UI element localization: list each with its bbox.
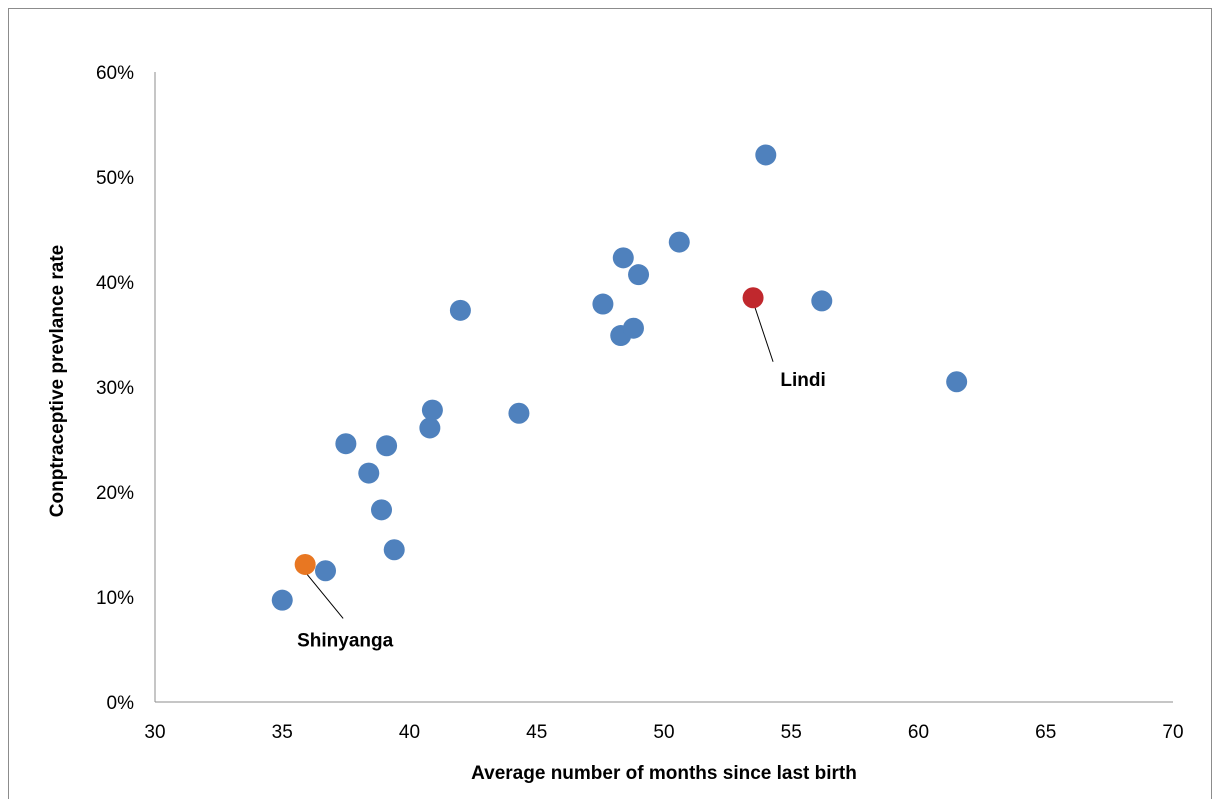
- x-tick-label: 60: [908, 722, 929, 743]
- y-tick-label: 60%: [96, 63, 134, 84]
- data-point: [622, 317, 644, 339]
- data-point: [628, 264, 650, 286]
- data-point: [419, 417, 441, 439]
- data-point: [508, 402, 530, 424]
- y-tick-labels: 0% 10% 20% 30% 40% 50% 60%: [96, 63, 134, 714]
- data-point: [421, 399, 443, 421]
- highlighted-point: [742, 287, 764, 309]
- x-tick-label: 45: [526, 722, 547, 743]
- y-tick-label: 30%: [96, 378, 134, 399]
- callout-labels: Shinyanga Lindi: [297, 370, 826, 652]
- data-point: [383, 539, 405, 561]
- chart-frame: [8, 8, 1212, 799]
- data-point: [376, 435, 398, 457]
- callout-leader-line: [306, 574, 344, 619]
- callout-leader-line: [754, 307, 774, 362]
- data-point: [449, 299, 471, 321]
- highlighted-point: [294, 553, 316, 575]
- data-point: [668, 231, 690, 253]
- data-point: [335, 433, 357, 455]
- x-tick-label: 65: [1035, 722, 1056, 743]
- data-point: [371, 499, 393, 521]
- x-tick-label: 40: [399, 722, 420, 743]
- axes: [154, 72, 1173, 703]
- y-tick-label: 10%: [96, 588, 134, 609]
- y-tick-label: 50%: [96, 168, 134, 189]
- data-point: [271, 589, 293, 611]
- x-tick-label: 35: [272, 722, 293, 743]
- x-tick-label: 55: [781, 722, 802, 743]
- data-point: [358, 462, 380, 484]
- callout-label: Shinyanga: [297, 630, 394, 651]
- x-tick-label: 70: [1162, 722, 1183, 743]
- data-point: [755, 144, 777, 166]
- data-point: [612, 247, 634, 269]
- data-point: [592, 293, 614, 315]
- callout-label: Lindi: [780, 370, 825, 391]
- data-points: [271, 144, 968, 611]
- data-point: [946, 371, 968, 393]
- data-point: [315, 560, 337, 582]
- x-tick-labels: 30 35 40 45 50 55 60 65 70: [144, 722, 1183, 743]
- y-tick-label: 40%: [96, 273, 134, 294]
- x-tick-label: 50: [653, 722, 674, 743]
- y-tick-label: 20%: [96, 483, 134, 504]
- y-tick-label: 0%: [107, 693, 135, 714]
- x-axis-title: Average number of months since last birt…: [471, 763, 857, 784]
- data-point: [811, 290, 833, 312]
- callout-leaders: [306, 307, 774, 619]
- y-axis-title: Conptraceptive prevlance rate: [47, 245, 68, 517]
- x-tick-label: 30: [144, 722, 165, 743]
